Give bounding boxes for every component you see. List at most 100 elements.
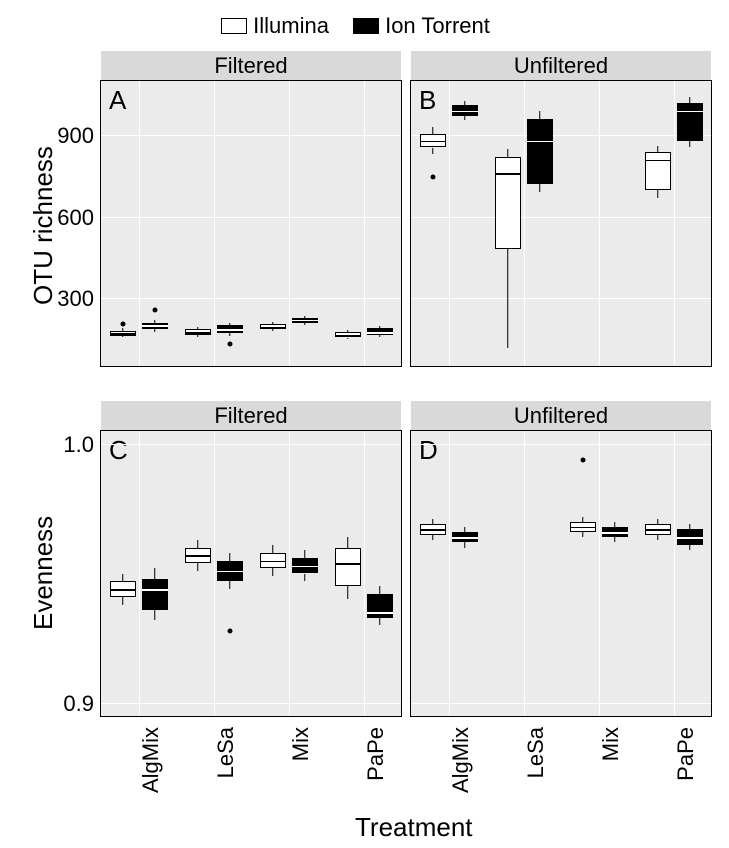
whisker: [272, 568, 274, 576]
boxplot: [495, 81, 521, 366]
legend: Illumina Ion Torrent: [0, 12, 729, 39]
boxplot: [185, 431, 211, 716]
whisker: [657, 535, 659, 540]
whisker: [122, 597, 124, 605]
outlier: [152, 308, 157, 313]
gridline: [139, 81, 140, 366]
x-tick-label: Mix: [288, 727, 314, 807]
whisker: [347, 586, 349, 599]
whisker: [304, 550, 306, 558]
median: [367, 612, 393, 614]
panel-c: C: [100, 430, 402, 717]
gridline: [674, 431, 675, 716]
gridline: [139, 431, 140, 716]
x-tick-label: LeSa: [213, 727, 239, 807]
boxplot: [217, 431, 243, 716]
whisker: [347, 537, 349, 547]
whisker: [304, 574, 306, 582]
whisker: [464, 542, 466, 547]
legend-label-illumina: Illumina: [253, 13, 329, 38]
boxplot: [452, 431, 478, 716]
gridline: [214, 431, 215, 716]
median: [420, 141, 446, 143]
boxplot: [260, 81, 286, 366]
whisker: [689, 141, 691, 148]
box: [335, 548, 361, 587]
median: [527, 141, 553, 143]
x-tick-label: AlgMix: [138, 727, 164, 807]
legend-key-illumina: [221, 18, 247, 34]
whisker: [507, 149, 509, 157]
boxplot: [335, 431, 361, 716]
median: [110, 333, 136, 335]
whisker: [272, 545, 274, 553]
outlier: [120, 321, 125, 326]
whisker: [154, 610, 156, 620]
median: [217, 329, 243, 331]
outlier: [580, 457, 585, 462]
median: [185, 332, 211, 334]
whisker: [229, 581, 231, 589]
whisker: [379, 618, 381, 626]
box: [367, 594, 393, 617]
gridline: [524, 81, 525, 366]
whisker: [432, 148, 434, 155]
median: [217, 571, 243, 573]
whisker: [197, 335, 199, 337]
gridline: [364, 431, 365, 716]
box: [677, 103, 703, 141]
ytick-1p0: 1.0: [48, 432, 94, 458]
boxplot: [452, 81, 478, 366]
boxplot: [645, 81, 671, 366]
median: [645, 529, 671, 531]
whisker: [432, 127, 434, 134]
x-tick-label: Mix: [598, 727, 624, 807]
ytick-600: 600: [48, 205, 94, 231]
whisker: [229, 553, 231, 561]
gridline: [289, 81, 290, 366]
whisker: [432, 535, 434, 540]
boxplot: [217, 81, 243, 366]
strip-filtered-top: Filtered: [100, 50, 402, 82]
median: [260, 327, 286, 329]
median: [602, 532, 628, 534]
median: [110, 589, 136, 591]
whisker: [539, 111, 541, 119]
whisker: [229, 333, 231, 336]
whisker: [657, 190, 659, 198]
median: [185, 555, 211, 557]
median: [495, 173, 521, 175]
median: [645, 160, 671, 162]
boxplot: [367, 81, 393, 366]
box: [527, 119, 553, 184]
x-axis-label: Treatment: [355, 812, 473, 843]
boxplot: [292, 81, 318, 366]
strip-filtered-bottom: Filtered: [100, 400, 402, 432]
gridline: [674, 81, 675, 366]
panel-a: A: [100, 80, 402, 367]
outlier: [227, 342, 232, 347]
median: [260, 561, 286, 563]
whisker: [689, 545, 691, 550]
median: [142, 589, 168, 591]
panel-b: B: [410, 80, 712, 367]
gridline: [449, 431, 450, 716]
whisker: [614, 537, 616, 542]
box: [142, 579, 168, 610]
whisker: [379, 586, 381, 594]
whisker: [582, 532, 584, 537]
gridline: [449, 81, 450, 366]
gridline: [364, 81, 365, 366]
whisker: [122, 336, 124, 337]
whisker: [304, 323, 306, 325]
whisker: [154, 329, 156, 332]
boxplot: [335, 81, 361, 366]
boxplot: [602, 431, 628, 716]
gridline: [599, 431, 600, 716]
whisker: [197, 540, 199, 548]
whisker: [507, 249, 509, 348]
box: [645, 152, 671, 190]
boxplot: [677, 81, 703, 366]
gridline: [524, 431, 525, 716]
outlier: [227, 628, 232, 633]
